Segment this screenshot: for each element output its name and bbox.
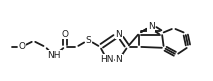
Text: NH: NH [47, 51, 61, 60]
Text: N: N [115, 55, 122, 64]
Text: O: O [18, 42, 25, 51]
Text: O: O [61, 30, 68, 39]
Text: N: N [148, 22, 154, 31]
Text: S: S [85, 35, 91, 45]
Text: N: N [115, 30, 122, 39]
Text: HN: HN [100, 55, 114, 64]
